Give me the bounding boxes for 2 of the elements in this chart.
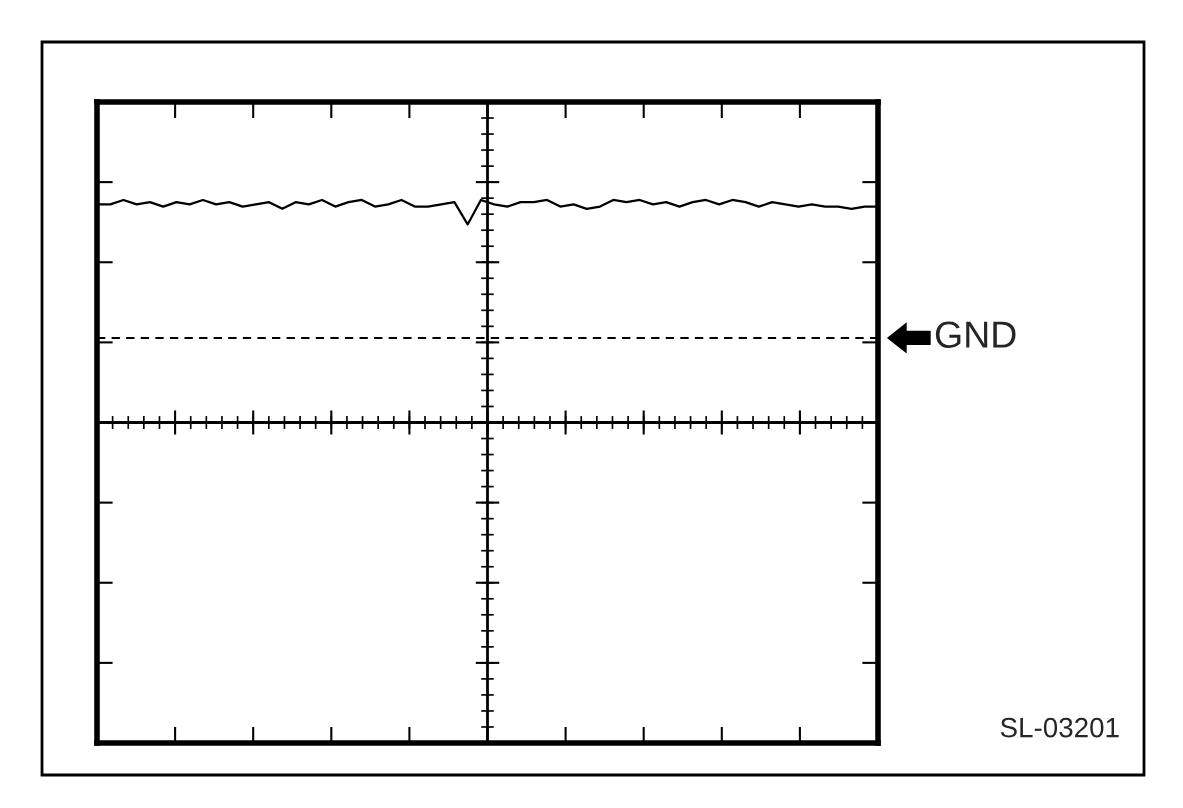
text: SL-03201 <box>1000 717 1119 738</box>
ref-line-label: GND <box>935 321 1016 348</box>
